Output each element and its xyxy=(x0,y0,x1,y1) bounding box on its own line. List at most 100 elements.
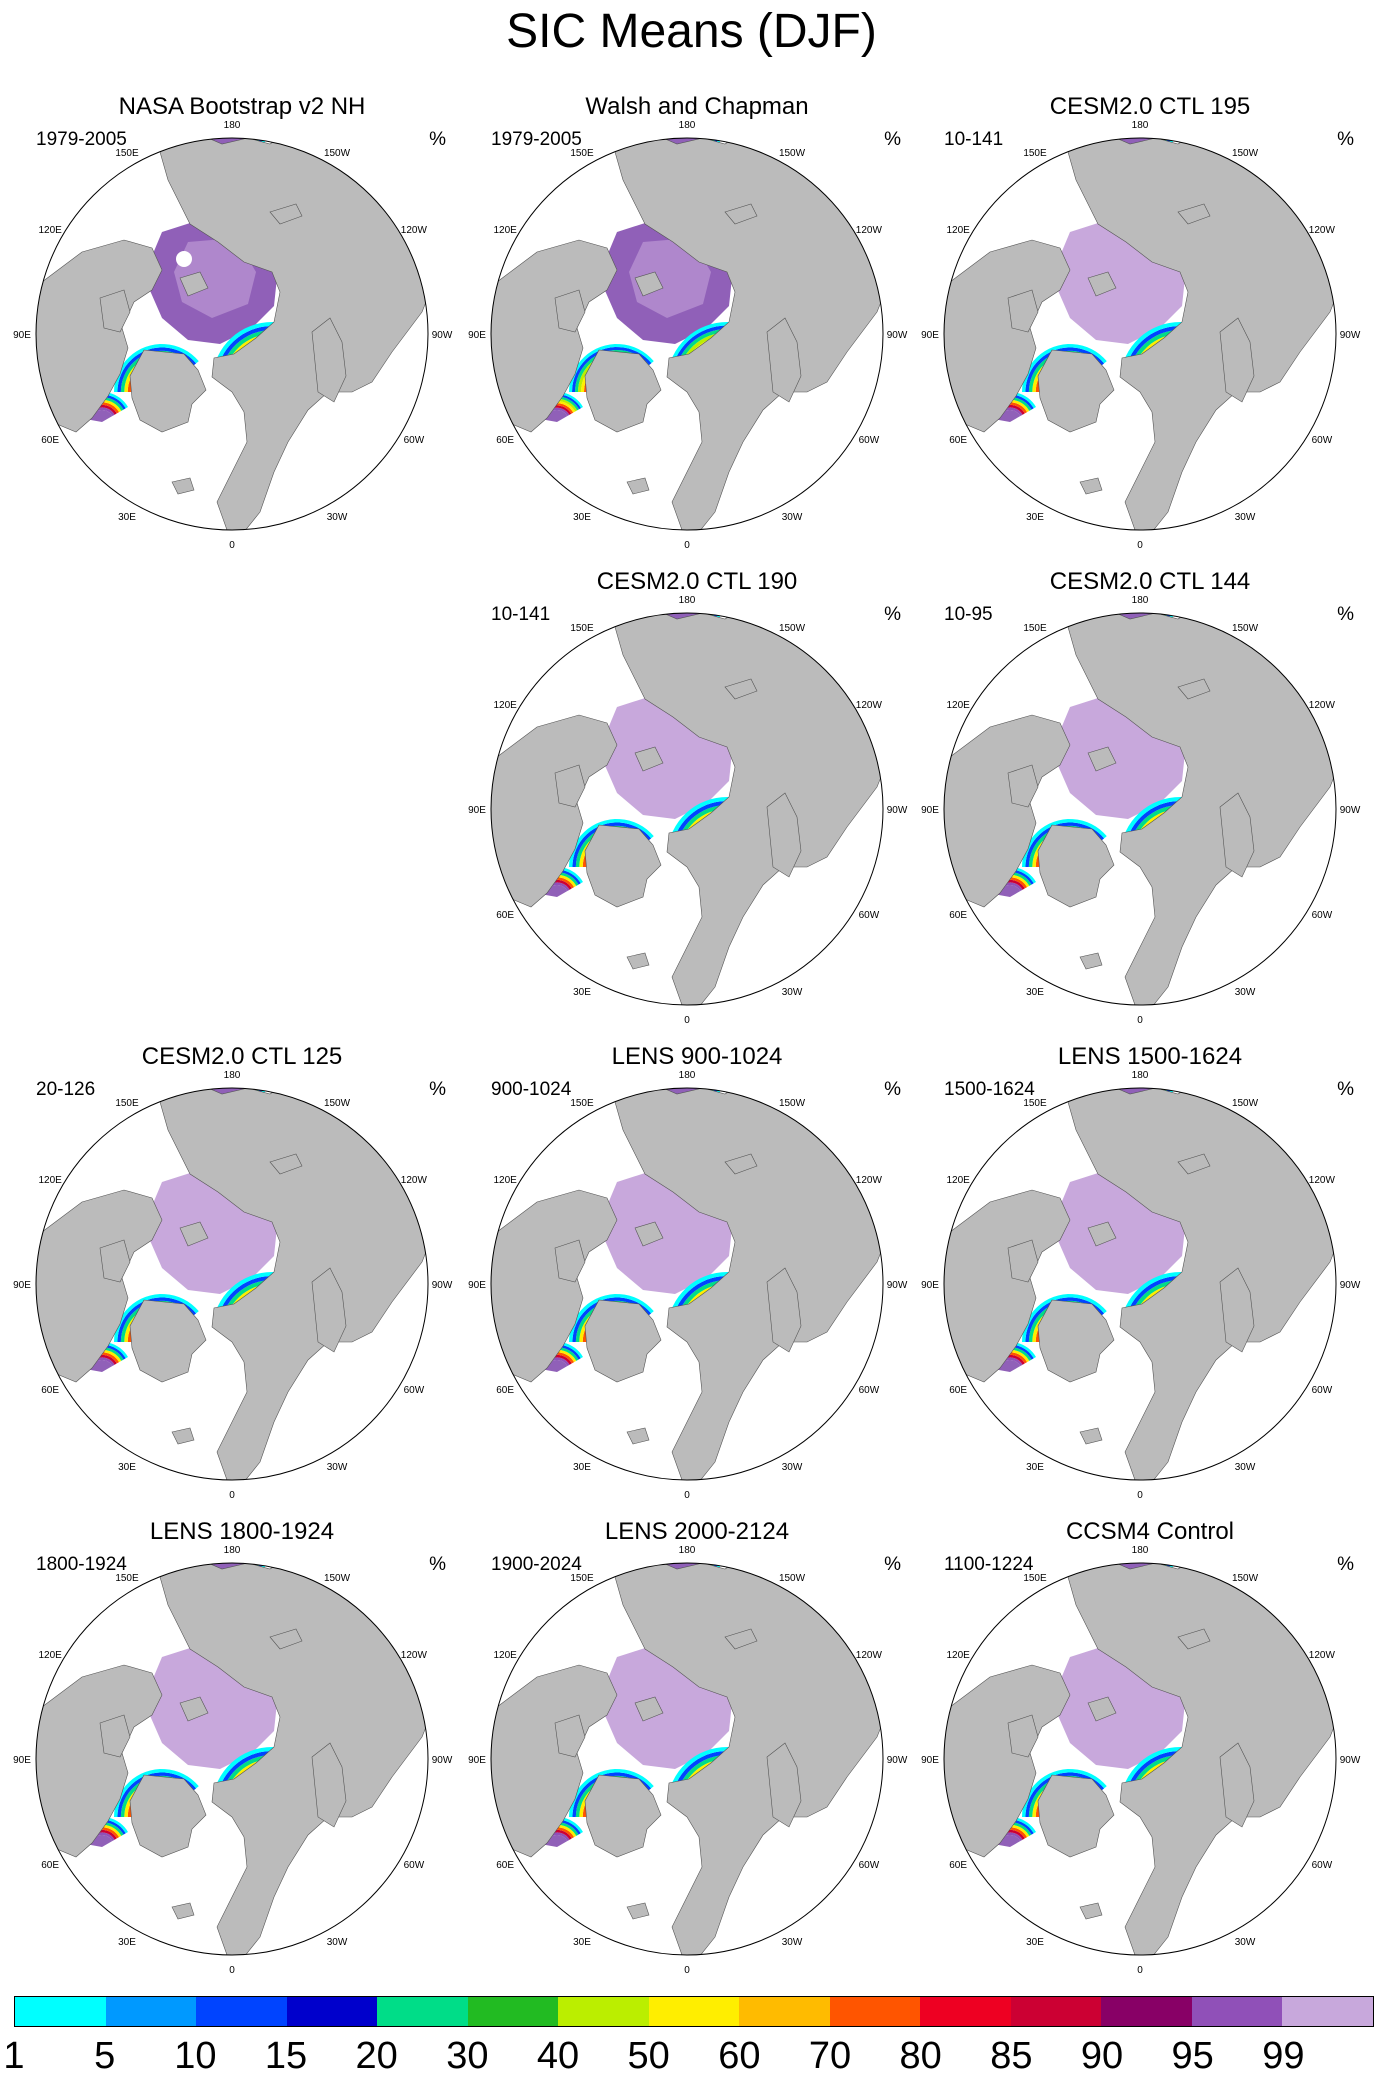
panel-period: 1500-1624 xyxy=(944,1079,1035,1100)
landmass-baffin xyxy=(99,289,131,333)
landmass-island2 xyxy=(1087,1696,1117,1722)
longitude-label: 0 xyxy=(1137,1965,1143,1976)
landmass-iceland xyxy=(171,1902,195,1920)
longitude-label: 60W xyxy=(859,435,880,446)
landmass-greenland xyxy=(129,1299,207,1383)
landmass-iceland xyxy=(1079,1427,1103,1445)
longitude-label: 180 xyxy=(224,1070,241,1081)
longitude-label: 180 xyxy=(1132,1070,1149,1081)
landmass-greenland xyxy=(584,1774,662,1858)
longitude-label: 90W xyxy=(432,1755,453,1766)
panel-unit: % xyxy=(884,1079,901,1100)
legend-tick-label: 95 xyxy=(1171,2035,1214,2077)
landmass-island1 xyxy=(724,1628,758,1650)
longitude-label: 30E xyxy=(118,1462,136,1473)
longitude-label: 150W xyxy=(779,1573,806,1584)
longitude-label: 90E xyxy=(468,1755,486,1766)
landmass-scandinavia xyxy=(311,1742,347,1828)
landmass-island2 xyxy=(1087,271,1117,297)
longitude-label: 150W xyxy=(1232,148,1259,159)
ice-edge-band xyxy=(677,329,773,366)
ice-edge-band xyxy=(219,1751,321,1790)
map-boundary xyxy=(943,1562,1337,1956)
longitude-label: 60E xyxy=(949,910,967,921)
map-panel: Walsh and Chapman 1979-2005 % 180 150W 120… xyxy=(467,92,927,552)
longitude-label: 120W xyxy=(1309,1650,1336,1661)
legend-tick-label: 70 xyxy=(808,2035,852,2077)
longitude-label: 30E xyxy=(1026,512,1044,523)
longitude-label: 90E xyxy=(921,330,939,341)
legend-swatch xyxy=(196,1997,287,2026)
landmass-island2 xyxy=(634,746,664,772)
longitude-label: 60E xyxy=(496,435,514,446)
longitude-label: 120E xyxy=(493,700,517,711)
polar-map: 180 150W 120W 90W 60W 30W 0 30E 60E 90E 120E 150E xyxy=(13,1070,453,1501)
longitude-label: 150E xyxy=(115,148,139,159)
landmass-iceland xyxy=(626,1902,650,1920)
landmass-iceland xyxy=(171,1427,195,1445)
pole-hole xyxy=(176,251,192,267)
landmass-island2 xyxy=(1087,1221,1117,1247)
longitude-label: 120E xyxy=(38,1175,62,1186)
legend-tick-label: 15 xyxy=(264,2035,308,2077)
longitude-label: 60W xyxy=(859,1385,880,1396)
longitude-label: 150E xyxy=(570,148,594,159)
polar-map: 180 150W 120W 90W 60W 30W 0 30E 60E 90E 120E 150E xyxy=(468,595,908,1026)
legend-tick-label: 30 xyxy=(446,2035,489,2077)
map-boundary xyxy=(490,137,884,531)
legend-swatch xyxy=(1282,1997,1373,2026)
legend-swatch xyxy=(558,1997,649,2026)
longitude-label: 120W xyxy=(401,1175,428,1186)
landmass-greenland xyxy=(129,349,207,433)
panel-title: CESM2.0 CTL 125 xyxy=(141,1043,343,1070)
ice-edge-band xyxy=(670,797,779,838)
panel-unit: % xyxy=(429,1554,446,1575)
longitude-label: 120W xyxy=(856,700,883,711)
panel-period: 20-126 xyxy=(36,1079,96,1100)
inner-ice xyxy=(174,238,256,318)
landmass-scandinavia xyxy=(311,1267,347,1353)
map-panel: CESM2.0 CTL 125 20-126 % 180 150W 120W 90W 6… xyxy=(12,1042,472,1502)
longitude-label: 60W xyxy=(859,1860,880,1871)
panel-unit: % xyxy=(1337,1079,1354,1100)
longitude-label: 150E xyxy=(115,1098,139,1109)
longitude-label: 90E xyxy=(13,1280,31,1291)
longitude-label: 60E xyxy=(949,435,967,446)
longitude-label: 150W xyxy=(779,623,806,634)
panel-unit: % xyxy=(1337,604,1354,625)
landmass-baffin xyxy=(554,1714,586,1758)
landmass-greenland xyxy=(584,1299,662,1383)
polar-map: 180 150W 120W 90W 60W 30W 0 30E 60E 90E 120E 150E xyxy=(13,120,453,551)
polar-map: 180 150W 120W 90W 60W 30W 0 30E 60E 90E 120E 150E xyxy=(921,120,1361,551)
longitude-label: 150W xyxy=(324,148,351,159)
longitude-label: 0 xyxy=(684,1490,690,1501)
longitude-label: 120E xyxy=(493,1650,517,1661)
longitude-label: 90W xyxy=(1340,330,1361,341)
longitude-label: 60W xyxy=(404,1385,425,1396)
panel-unit: % xyxy=(1337,129,1354,150)
map-boundary xyxy=(943,612,1337,1006)
longitude-label: 30E xyxy=(573,1937,591,1948)
ice-edge-band xyxy=(114,1294,199,1342)
longitude-label: 150E xyxy=(570,623,594,634)
map-boundary xyxy=(35,1562,429,1956)
landmass-island1 xyxy=(269,1628,303,1650)
panel-title: CESM2.0 CTL 190 xyxy=(596,568,798,595)
longitude-label: 150W xyxy=(1232,1573,1259,1584)
longitude-label: 60W xyxy=(404,435,425,446)
legend-swatch xyxy=(920,1997,1011,2026)
panel-period: 10-95 xyxy=(944,604,993,625)
ice-edge-band xyxy=(1022,1294,1107,1342)
landmass-baffin xyxy=(1007,1714,1039,1758)
panel-title: CCSM4 Control xyxy=(1065,1518,1235,1545)
map-boundary xyxy=(490,1562,884,1956)
longitude-label: 90W xyxy=(1340,1755,1361,1766)
longitude-label: 30E xyxy=(118,1937,136,1948)
longitude-label: 90E xyxy=(921,1755,939,1766)
landmass-eurasiaN xyxy=(159,1088,428,1480)
landmass-greenland xyxy=(1037,1299,1115,1383)
color-legend-bar xyxy=(14,1996,1374,2027)
landmass-island2 xyxy=(634,1696,664,1722)
legend-swatch xyxy=(1101,1997,1192,2026)
landmass-iceland xyxy=(1079,1902,1103,1920)
